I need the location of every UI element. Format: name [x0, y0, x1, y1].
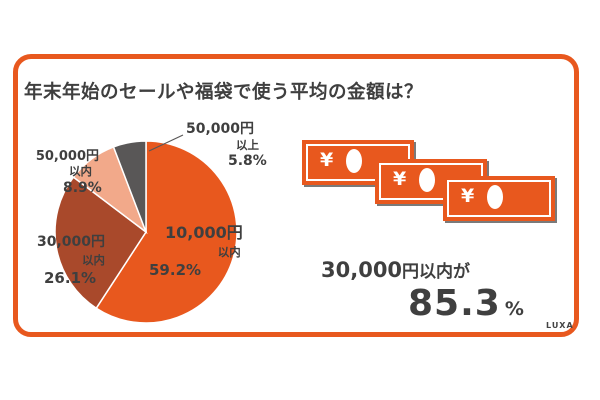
slice-10000-within	[95, 140, 238, 324]
slice-30000-within	[54, 176, 148, 310]
slice-50000-over	[112, 140, 147, 233]
summary-percent: %	[504, 298, 525, 320]
label-50000-over-value: 5.8%	[228, 153, 267, 170]
label-10000-amount: 10,000円	[165, 223, 243, 242]
luxa-logo: LUXA	[546, 321, 574, 330]
label-50000-suffix: 以内	[69, 163, 92, 178]
summary-value-line: 85.3%	[408, 283, 525, 324]
label-50000-over-suffix: 以上	[236, 138, 259, 153]
label-10000-value: 59.2%	[149, 261, 202, 279]
label-10000-within: 10,000円 以内	[165, 223, 243, 261]
summary-amount: 30,000	[321, 258, 403, 282]
label-50000-value: 8.9%	[63, 179, 102, 196]
label-30000-amount: 30,000円	[37, 234, 106, 250]
summary-line: 30,000円以内が	[321, 257, 470, 282]
label-50000-over-amount: 50,000円	[186, 121, 255, 137]
label-30000-suffix: 以内	[82, 253, 106, 268]
summary-unit: 円以内が	[402, 262, 471, 282]
label-50000-over: 50,000円 以上 5.8%	[186, 121, 267, 169]
label-30000-within: 30,000円 以内	[37, 234, 105, 268]
label-50000-amount: 50,000円	[35, 149, 99, 164]
label-50000-within: 50,000円 以内 8.9%	[33, 149, 102, 196]
label-10000-suffix: 以内	[217, 245, 241, 260]
banknote-icon: ¥	[443, 176, 555, 221]
leader-line-50000-over	[148, 134, 184, 152]
label-30000-value: 26.1%	[44, 269, 97, 287]
chart-title: 年末年始のセールや福袋で使う平均の金額は？	[24, 82, 424, 103]
summary-value: 85.3	[408, 283, 501, 324]
